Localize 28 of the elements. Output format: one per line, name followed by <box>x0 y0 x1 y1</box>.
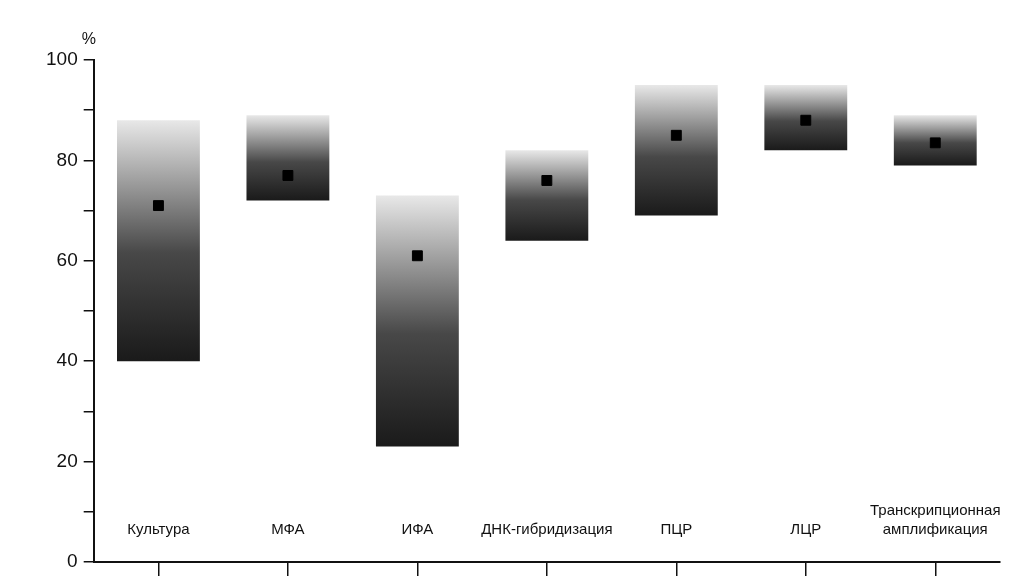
bar <box>246 115 330 201</box>
bar <box>117 120 200 362</box>
point <box>282 170 294 181</box>
point <box>800 114 812 126</box>
bar <box>375 195 459 447</box>
bar <box>893 115 977 166</box>
x-tick-label: Транскрипционная амплификация <box>869 501 1001 537</box>
y-tick-label: 80 <box>56 148 78 170</box>
bar <box>505 150 589 241</box>
y-axis-title: % <box>81 30 96 47</box>
bar <box>634 85 718 216</box>
x-tick-label: ДНК-гибридизация <box>481 520 613 537</box>
point <box>929 137 941 149</box>
x-tick-label: Культура <box>127 520 191 537</box>
point <box>541 175 553 186</box>
x-tick-label: ИФА <box>401 520 434 537</box>
point <box>670 129 682 141</box>
y-tick-label: 20 <box>56 449 78 471</box>
y-tick-label: 60 <box>56 249 78 271</box>
y-tick-label: 40 <box>56 349 78 371</box>
y-tick-label: 100 <box>46 48 78 70</box>
point <box>411 250 423 262</box>
x-tick-label: ЛЦР <box>790 520 822 537</box>
bar <box>764 85 848 151</box>
x-tick-label: ПЦР <box>660 520 693 537</box>
y-tick-label: 0 <box>67 550 78 572</box>
x-tick-label: МФА <box>271 520 305 537</box>
point <box>152 200 164 212</box>
